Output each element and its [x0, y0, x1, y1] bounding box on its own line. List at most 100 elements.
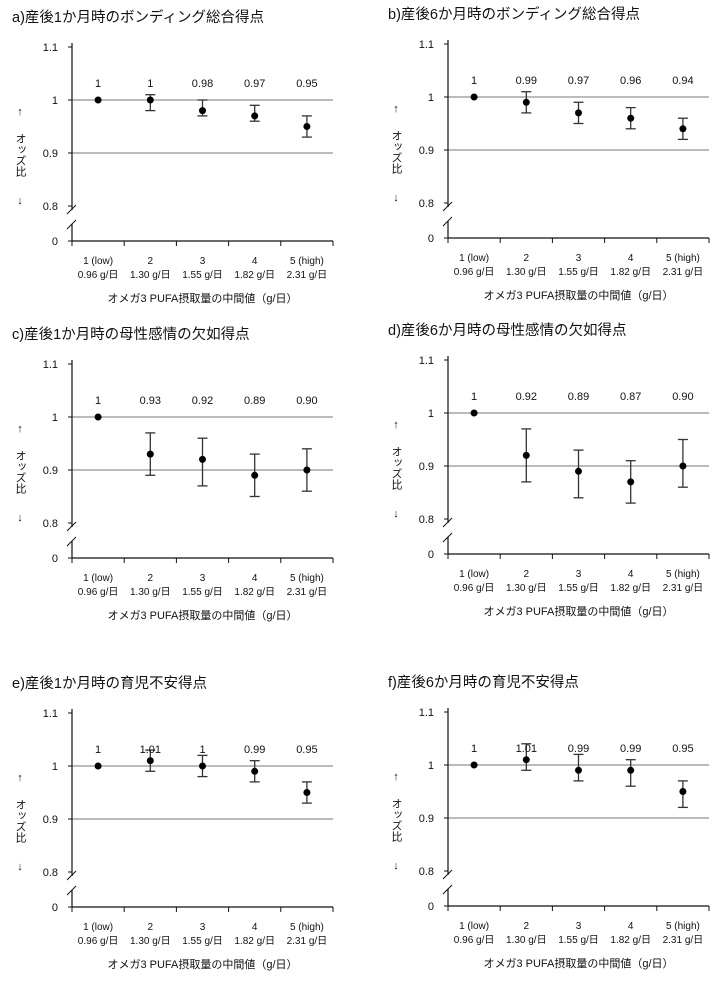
- ylabel-arrow-up: ↑: [17, 423, 23, 435]
- ylabel-arrow-down: ↓: [17, 195, 23, 207]
- data-label: 0.99: [568, 743, 589, 755]
- x-tick-sublabel: 2.31 g/日: [663, 583, 704, 594]
- data-label: 0.97: [244, 78, 265, 90]
- x-tick-sublabel: 0.96 g/日: [78, 936, 119, 947]
- x-tick-label: 1 (low): [459, 253, 489, 264]
- y-tick-label: 0.9: [419, 813, 434, 825]
- data-label: 0.95: [672, 743, 693, 755]
- x-tick-label: 4: [628, 253, 634, 264]
- x-tick-label: 5 (high): [290, 573, 324, 584]
- y-tick-label: 1: [52, 412, 58, 424]
- y-axis-label: オッズ比: [390, 446, 403, 490]
- x-tick-sublabel: 0.96 g/日: [454, 935, 495, 946]
- chart-panel-a: a)産後1か月時のボンディング総合得点 1.1 1 0.9 0.8 0 ↑ オッズ比 ↓ 1 (l…: [12, 8, 334, 305]
- x-tick-label: 1 (low): [83, 922, 113, 933]
- ylabel-arrow-up: ↑: [393, 419, 399, 431]
- y-tick-label: 0.8: [419, 198, 434, 210]
- x-tick-sublabel: 1.55 g/日: [182, 587, 223, 598]
- data-label: 0.94: [672, 75, 693, 87]
- data-point: [199, 455, 206, 463]
- x-tick-sublabel: 1.55 g/日: [558, 267, 599, 278]
- data-point: [94, 413, 102, 421]
- data-point: [470, 93, 478, 101]
- x-tick-label: 3: [200, 573, 206, 584]
- data-label: 0.93: [140, 395, 161, 407]
- x-tick-label: 4: [628, 921, 634, 932]
- axis-break-mark: [442, 201, 453, 212]
- axis-break-mark: [442, 869, 453, 880]
- x-tick-label: 3: [576, 253, 582, 264]
- data-label: 1.01: [140, 744, 161, 756]
- y-tick-label: 0.8: [43, 201, 58, 213]
- x-tick-sublabel: 1.30 g/日: [130, 587, 171, 598]
- x-tick-sublabel: 1.55 g/日: [182, 936, 223, 947]
- data-label: 0.92: [516, 391, 537, 403]
- x-tick-sublabel: 1.82 g/日: [234, 270, 275, 281]
- data-label: 1: [147, 78, 153, 90]
- data-point: [679, 125, 687, 133]
- x-axis-label: オメガ3 PUFA摂取量の中間値（g/日）: [483, 604, 673, 618]
- axis-break-mark: [442, 517, 453, 528]
- chart-panel-c: c)産後1か月時の母性感情の欠如得点 1.1 1 0.9 0.8 0 ↑ オッズ比 ↓ 1 (lo…: [12, 326, 334, 622]
- axis-break-mark: [442, 216, 453, 227]
- y-tick-label: 0: [428, 901, 434, 913]
- data-label: 1: [95, 744, 101, 756]
- data-point: [251, 471, 259, 479]
- x-tick-sublabel: 1.82 g/日: [610, 935, 651, 946]
- x-axis-label: オメガ3 PUFA摂取量の中間値（g/日）: [483, 956, 673, 970]
- x-tick-sublabel: 2.31 g/日: [663, 267, 704, 278]
- data-point: [146, 450, 154, 458]
- x-tick-sublabel: 2.31 g/日: [287, 936, 328, 947]
- chart-title: a)産後1か月時のボンディング総合得点: [12, 8, 264, 26]
- x-tick-sublabel: 0.96 g/日: [454, 583, 495, 594]
- data-point: [303, 123, 311, 130]
- data-point: [146, 96, 154, 104]
- x-axis-label: オメガ3 PUFA摂取量の中間値（g/日）: [483, 288, 673, 302]
- data-point: [199, 762, 206, 770]
- ylabel-arrow-down: ↓: [17, 512, 23, 524]
- data-point: [251, 767, 259, 775]
- data-label: 0.97: [568, 75, 589, 87]
- y-tick-label: 0: [52, 553, 58, 565]
- data-point: [679, 788, 687, 795]
- data-label: 0.95: [296, 744, 317, 756]
- x-tick-sublabel: 2.31 g/日: [287, 270, 328, 281]
- data-label: 0.89: [568, 391, 589, 403]
- data-label: 0.92: [192, 395, 213, 407]
- y-tick-label: 1: [52, 95, 58, 107]
- y-tick-label: 1: [52, 761, 58, 773]
- axis-break-mark: [66, 885, 77, 896]
- x-tick-label: 5 (high): [666, 569, 700, 580]
- x-tick-label: 5 (high): [666, 921, 700, 932]
- x-tick-sublabel: 1.82 g/日: [234, 936, 275, 947]
- y-tick-label: 0: [52, 902, 58, 914]
- data-label: 0.96: [620, 75, 641, 87]
- chart-title: d)産後6か月時の母性感情の欠如得点: [388, 322, 626, 339]
- x-tick-label: 3: [576, 921, 582, 932]
- data-point: [522, 451, 530, 459]
- axis-break-mark: [66, 204, 77, 215]
- x-tick-sublabel: 0.96 g/日: [78, 270, 119, 281]
- data-point: [94, 96, 102, 104]
- x-tick-label: 1 (low): [83, 573, 113, 584]
- x-tick-label: 2: [524, 253, 530, 264]
- y-axis-label: オッズ比: [390, 798, 403, 842]
- x-tick-sublabel: 0.96 g/日: [454, 267, 495, 278]
- data-point: [627, 114, 635, 122]
- axis-break-mark: [66, 219, 77, 230]
- data-point: [575, 467, 582, 475]
- x-tick-label: 3: [200, 256, 206, 267]
- x-tick-sublabel: 1.82 g/日: [610, 583, 651, 594]
- x-tick-label: 2: [524, 569, 530, 580]
- y-tick-label: 1.1: [419, 39, 434, 51]
- x-tick-label: 4: [252, 922, 258, 933]
- x-tick-label: 2: [148, 573, 154, 584]
- ylabel-arrow-down: ↓: [17, 861, 23, 873]
- ylabel-arrow-down: ↓: [393, 860, 399, 872]
- y-axis-label: オッズ比: [14, 799, 27, 843]
- y-tick-label: 0.8: [43, 518, 58, 530]
- y-tick-label: 0: [428, 549, 434, 561]
- data-point: [303, 789, 311, 796]
- chart-title: b)産後6か月時のボンディング総合得点: [388, 5, 640, 23]
